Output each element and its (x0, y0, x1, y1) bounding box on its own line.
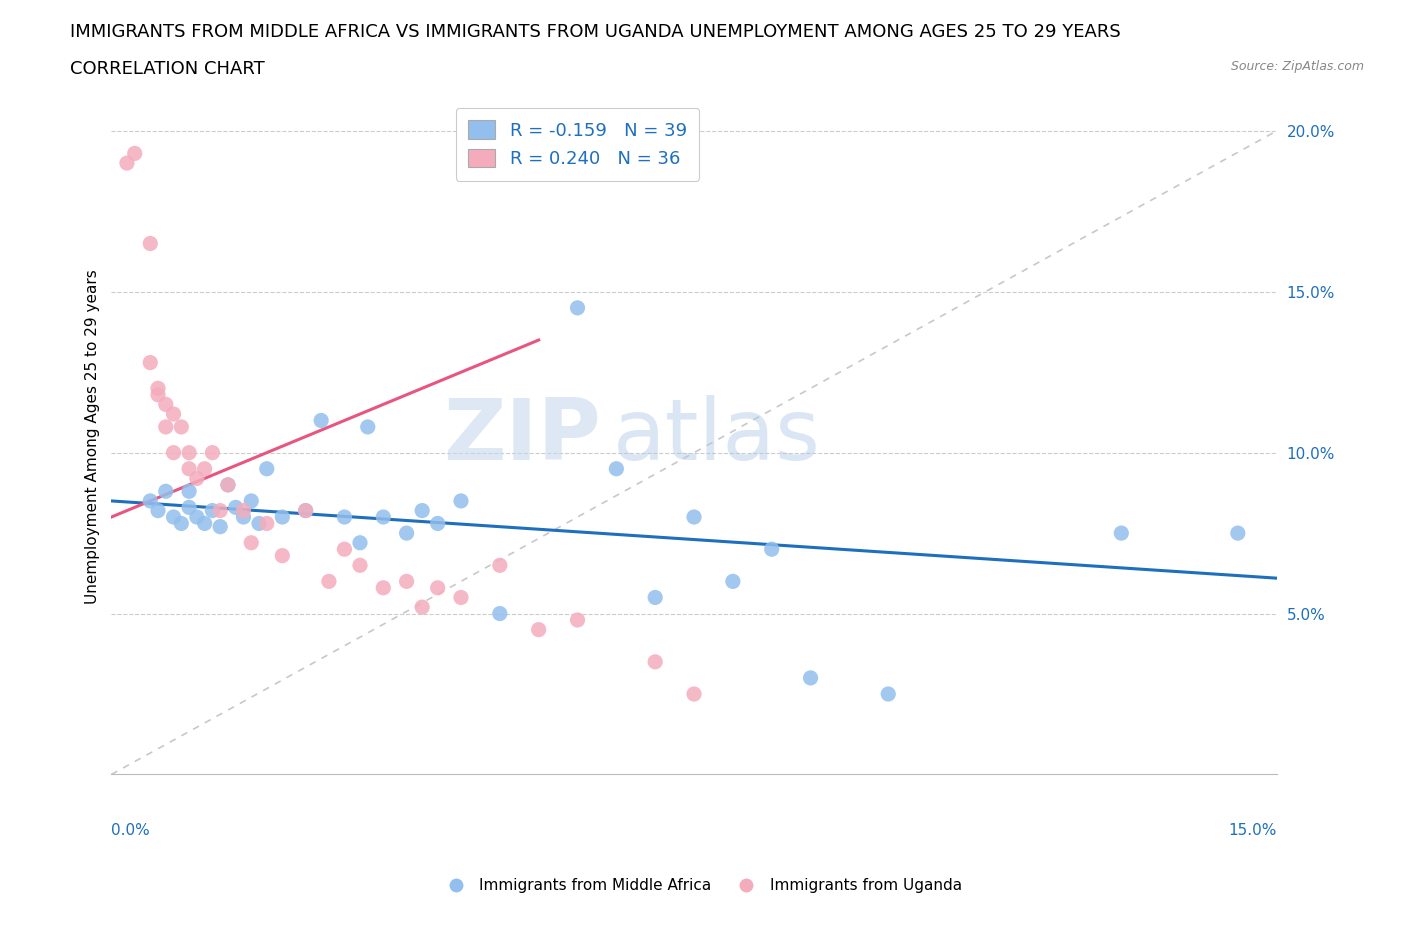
Legend: Immigrants from Middle Africa, Immigrants from Uganda: Immigrants from Middle Africa, Immigrant… (439, 872, 967, 899)
Point (349, 536, 371, 551)
Point (1111, 525, 1133, 540)
Text: ZIP: ZIP (443, 395, 600, 478)
Point (194, 516, 217, 531)
Point (271, 548, 294, 563)
Point (721, 574, 744, 589)
Point (333, 542, 356, 557)
Text: 0.0%: 0.0% (111, 823, 150, 838)
Point (683, 510, 706, 525)
Point (349, 558, 371, 573)
Point (232, 503, 254, 518)
Point (201, 445, 224, 460)
Point (877, 686, 900, 701)
Text: atlas: atlas (613, 395, 821, 478)
Point (177, 445, 200, 460)
Point (155, 419, 177, 434)
Point (225, 500, 247, 515)
Point (209, 519, 232, 534)
Point (567, 613, 589, 628)
Point (217, 477, 239, 492)
Text: IMMIGRANTS FROM MIDDLE AFRICA VS IMMIGRANTS FROM UGANDA UNEMPLOYMENT AMONG AGES : IMMIGRANTS FROM MIDDLE AFRICA VS IMMIGRA… (70, 23, 1121, 41)
Point (124, 146, 146, 161)
Point (373, 580, 395, 595)
Point (373, 510, 395, 525)
Point (146, 387, 169, 402)
Point (644, 590, 666, 604)
Y-axis label: Unemployment Among Ages 25 to 29 years: Unemployment Among Ages 25 to 29 years (86, 269, 100, 604)
Point (605, 461, 627, 476)
Point (247, 516, 270, 531)
Point (146, 503, 169, 518)
Point (426, 516, 449, 531)
Point (800, 671, 823, 685)
Point (139, 494, 162, 509)
Point (411, 503, 433, 518)
Point (139, 355, 162, 370)
Text: 15.0%: 15.0% (1229, 823, 1277, 838)
Point (294, 503, 316, 518)
Point (395, 574, 418, 589)
Point (488, 558, 510, 573)
Point (155, 484, 177, 498)
Point (170, 419, 193, 434)
Point (1226, 525, 1249, 540)
Point (294, 503, 316, 518)
Point (411, 600, 433, 615)
Point (201, 503, 224, 518)
Point (162, 445, 184, 460)
Point (139, 236, 162, 251)
Point (170, 516, 193, 531)
Point (567, 300, 589, 315)
Point (426, 580, 449, 595)
Point (162, 510, 184, 525)
Point (186, 471, 208, 485)
Point (644, 655, 666, 670)
Point (309, 413, 332, 428)
Point (395, 525, 418, 540)
Point (450, 590, 472, 604)
Point (162, 406, 184, 421)
Point (194, 461, 217, 476)
Legend: R = -0.159   N = 39, R = 0.240   N = 36: R = -0.159 N = 39, R = 0.240 N = 36 (456, 108, 699, 180)
Point (271, 510, 294, 525)
Point (177, 484, 200, 498)
Text: CORRELATION CHART: CORRELATION CHART (70, 60, 266, 78)
Point (450, 494, 472, 509)
Point (232, 510, 254, 525)
Point (527, 622, 550, 637)
Point (488, 606, 510, 621)
Point (146, 381, 169, 396)
Point (240, 536, 263, 551)
Point (357, 419, 380, 434)
Point (318, 574, 340, 589)
Point (177, 461, 200, 476)
Point (333, 510, 356, 525)
Text: Source: ZipAtlas.com: Source: ZipAtlas.com (1230, 60, 1364, 73)
Point (256, 516, 278, 531)
Point (240, 494, 263, 509)
Point (761, 542, 783, 557)
Point (217, 477, 239, 492)
Point (186, 510, 208, 525)
Point (209, 503, 232, 518)
Point (256, 461, 278, 476)
Point (683, 686, 706, 701)
Point (177, 500, 200, 515)
Point (155, 397, 177, 412)
Point (115, 155, 138, 170)
